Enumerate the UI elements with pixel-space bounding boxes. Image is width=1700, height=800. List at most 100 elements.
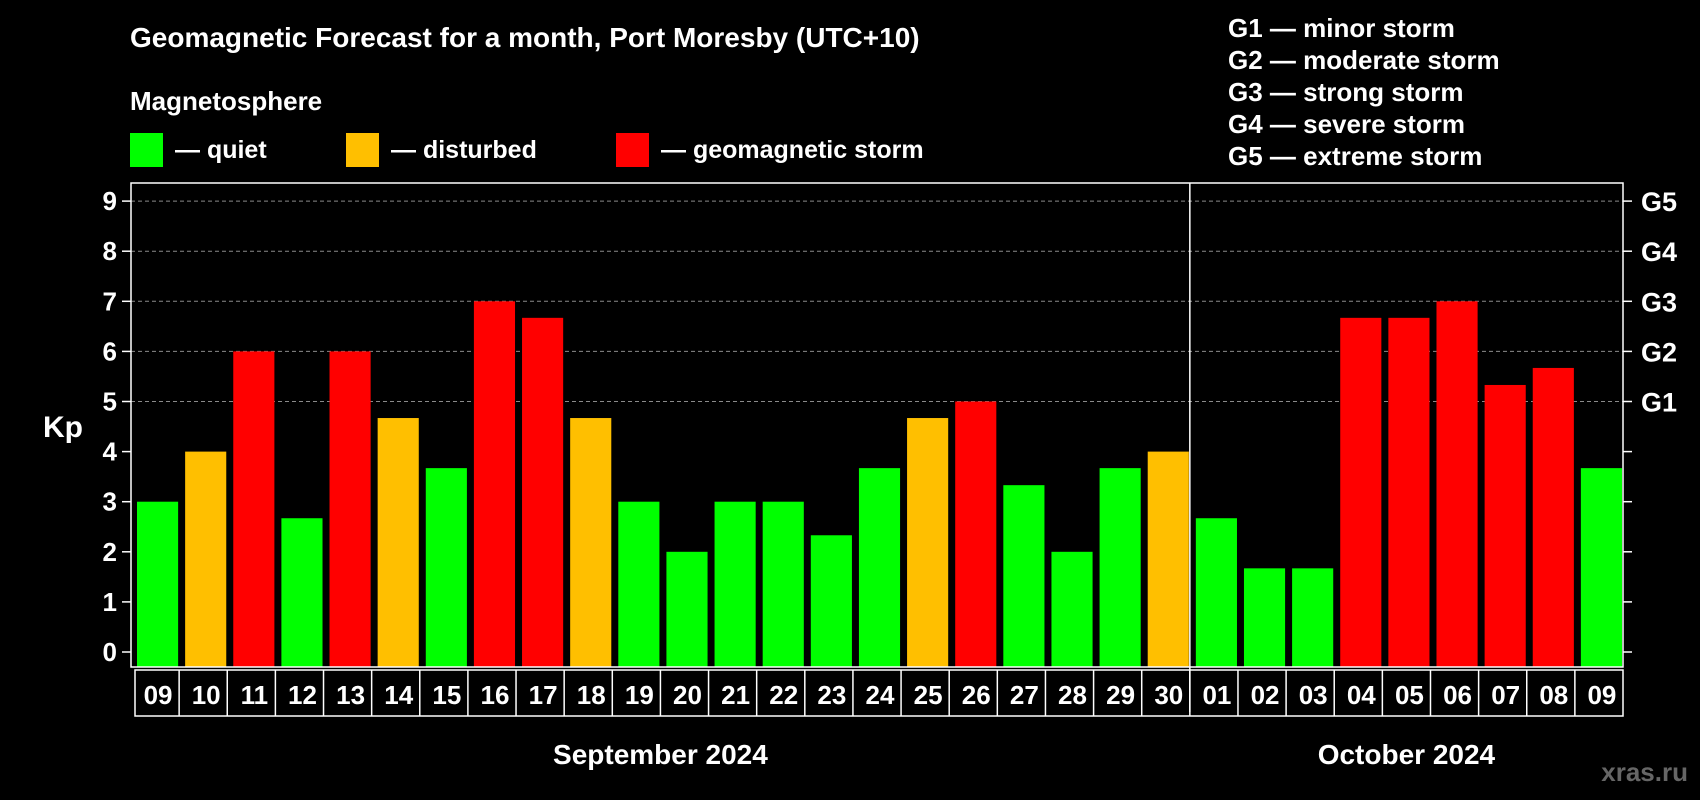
date-label-12: 21 (721, 680, 750, 710)
date-label-30: 09 (1587, 680, 1616, 710)
date-label-23: 02 (1251, 680, 1280, 710)
right-axis-label-g2: G2 (1641, 337, 1677, 367)
legend-swatch-disturbed (346, 133, 379, 167)
bar-2 (233, 351, 275, 667)
g-scale-g2: G2 — moderate storm (1228, 45, 1500, 75)
g-scale-g3: G3 — strong storm (1228, 77, 1464, 107)
date-label-25: 04 (1347, 680, 1376, 710)
month-label-1: October 2024 (1318, 739, 1496, 770)
date-label-20: 29 (1106, 680, 1135, 710)
bar-0 (137, 501, 179, 667)
legend-label-disturbed: — disturbed (391, 135, 537, 164)
date-label-9: 18 (577, 680, 606, 710)
bar-16 (907, 418, 949, 667)
bar-18 (1003, 485, 1045, 667)
date-label-28: 07 (1491, 680, 1520, 710)
g-scale-g4: G4 — severe storm (1228, 109, 1466, 139)
date-label-1: 10 (192, 680, 221, 710)
legend-item-disturbed: — disturbed (346, 133, 537, 167)
bar-28 (1484, 384, 1526, 667)
date-label-7: 16 (481, 680, 510, 710)
date-label-22: 01 (1202, 680, 1231, 710)
g-scale-g5: G5 — extreme storm (1228, 141, 1483, 171)
bar-14 (810, 535, 852, 667)
bar-21 (1147, 451, 1189, 667)
date-label-26: 05 (1395, 680, 1424, 710)
y-tick-label-0: 0 (103, 637, 117, 667)
date-label-29: 08 (1539, 680, 1568, 710)
legend-label-quiet: — quiet (175, 135, 267, 164)
y-tick-label-6: 6 (103, 336, 117, 366)
bar-4 (329, 351, 371, 667)
date-label-5: 14 (384, 680, 413, 710)
y-tick-label-2: 2 (103, 537, 117, 567)
bar-19 (1051, 551, 1093, 667)
date-row-frame (134, 669, 1624, 717)
date-label-15: 24 (866, 680, 895, 710)
y-tick-label-8: 8 (103, 236, 117, 266)
legend-swatch-quiet (130, 133, 163, 167)
date-label-16: 25 (914, 680, 943, 710)
month-label-0: September 2024 (553, 739, 768, 770)
bar-8 (522, 317, 564, 667)
bar-30 (1580, 468, 1622, 667)
date-label-14: 23 (817, 680, 846, 710)
chart-title: Geomagnetic Forecast for a month, Port M… (130, 22, 920, 53)
legend-label-storm: — geomagnetic storm (661, 135, 924, 164)
bar-1 (185, 451, 227, 667)
date-label-4: 13 (336, 680, 365, 710)
g-scale-legend: G1 — minor storm G2 — moderate storm G3 … (1228, 12, 1500, 172)
bar-10 (618, 501, 660, 667)
bar-20 (1099, 468, 1141, 667)
date-label-13: 22 (769, 680, 798, 710)
date-label-0: 09 (144, 680, 173, 710)
legend-item-storm: — geomagnetic storm (616, 133, 924, 167)
date-label-21: 30 (1154, 680, 1183, 710)
y-tick-label-5: 5 (103, 387, 117, 417)
date-label-8: 17 (529, 680, 558, 710)
y-tick-label-1: 1 (103, 587, 117, 617)
date-label-6: 15 (432, 680, 461, 710)
y-axis-label: Kp (43, 411, 83, 444)
y-tick-label-4: 4 (103, 437, 118, 467)
bar-25 (1340, 317, 1382, 667)
bar-13 (762, 501, 804, 667)
date-label-10: 19 (625, 680, 654, 710)
legend-swatch-storm (616, 133, 649, 167)
bar-9 (570, 418, 612, 667)
right-axis-label-g1: G1 (1641, 388, 1677, 418)
bar-24 (1292, 568, 1334, 667)
plot-frame (130, 182, 1624, 668)
right-axis-label-g4: G4 (1641, 237, 1677, 267)
legend-heading: Magnetosphere (130, 86, 323, 116)
bar-6 (425, 468, 467, 667)
bar-26 (1388, 317, 1430, 667)
bar-3 (281, 518, 323, 667)
g-scale-g1: G1 — minor storm (1228, 13, 1455, 43)
bar-5 (377, 418, 419, 667)
y-tick-label-9: 9 (103, 186, 117, 216)
bar-7 (473, 301, 516, 667)
bar-23 (1243, 568, 1286, 667)
date-label-11: 20 (673, 680, 702, 710)
date-label-27: 06 (1443, 680, 1472, 710)
watermark: xras.ru (1601, 757, 1688, 787)
date-label-18: 27 (1010, 680, 1039, 710)
date-label-19: 28 (1058, 680, 1087, 710)
y-tick-label-7: 7 (103, 286, 117, 316)
right-axis-label-g3: G3 (1641, 287, 1677, 317)
bar-11 (666, 551, 708, 667)
bar-27 (1436, 301, 1478, 667)
date-label-3: 12 (288, 680, 317, 710)
date-label-24: 03 (1299, 680, 1328, 710)
legend-item-quiet: — quiet (130, 133, 267, 167)
bar-17 (955, 401, 997, 667)
bar-29 (1532, 367, 1574, 667)
bar-12 (714, 501, 756, 667)
date-label-17: 26 (962, 680, 991, 710)
y-tick-label-3: 3 (103, 487, 117, 517)
date-label-2: 11 (241, 680, 269, 710)
right-axis-label-g5: G5 (1641, 187, 1677, 217)
bar-15 (858, 468, 901, 667)
